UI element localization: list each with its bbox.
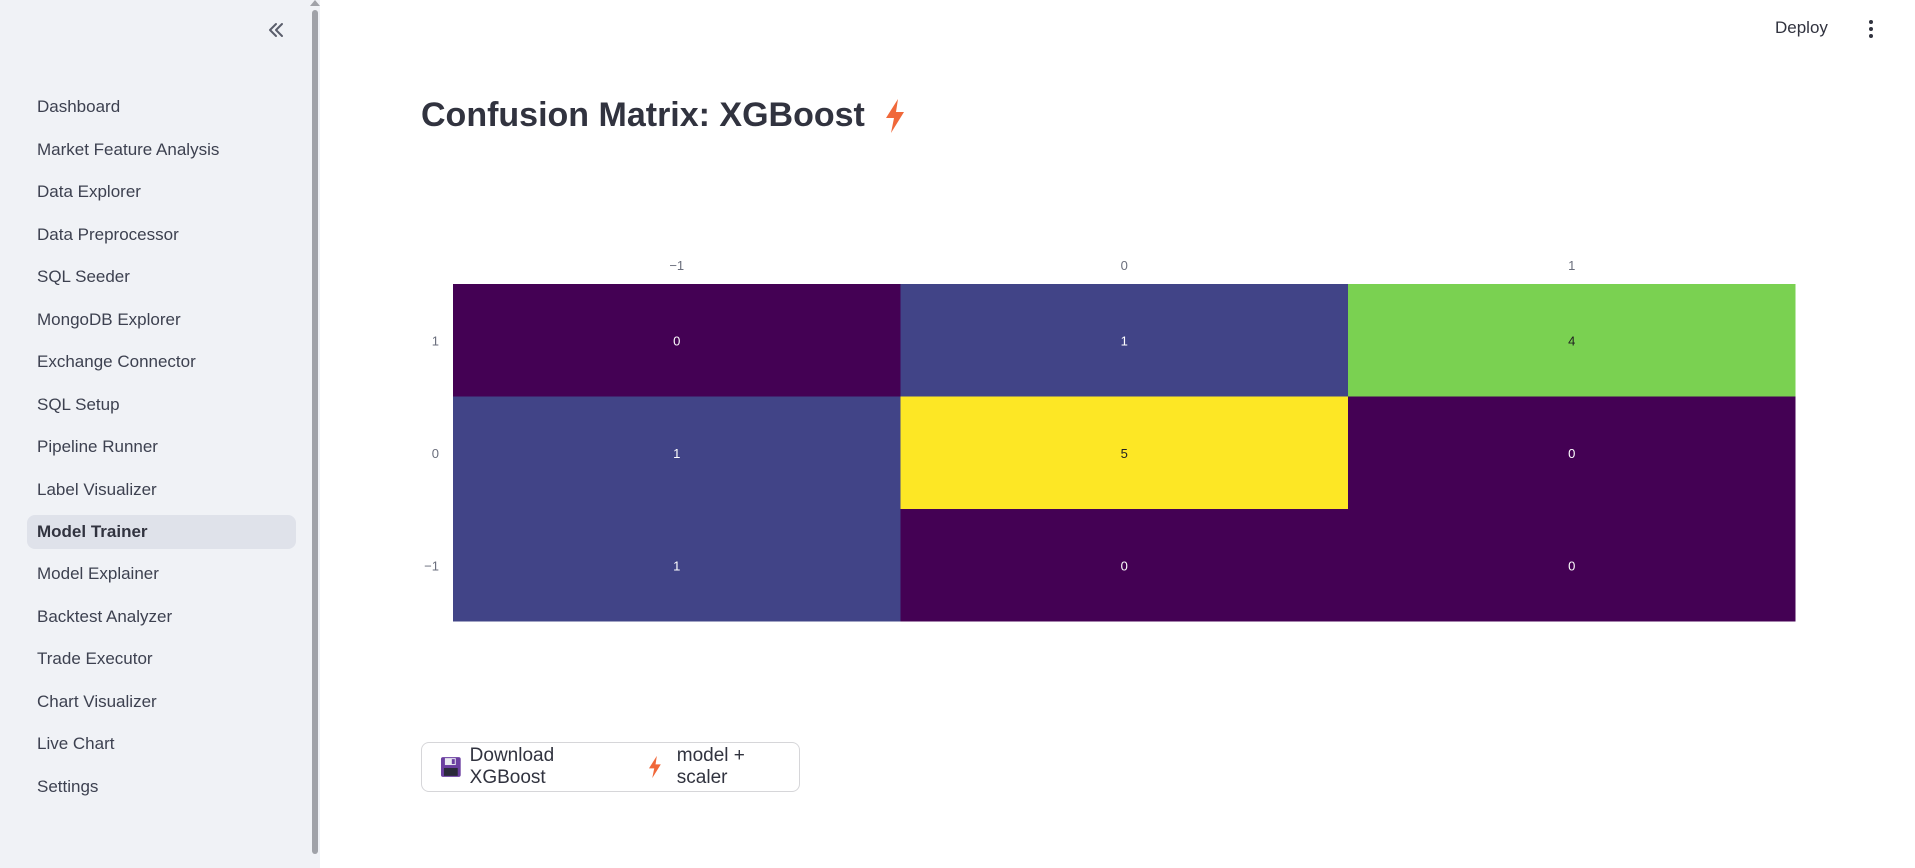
deploy-button[interactable]: Deploy (1775, 18, 1828, 37)
heatmap-cell-value: 1 (1121, 333, 1128, 348)
lightning-bolt-icon (885, 98, 904, 133)
heatmap-cell (1348, 284, 1796, 397)
sidebar-item-data-explorer[interactable]: Data Explorer (37, 182, 141, 202)
heatmap-cell-value: 0 (673, 333, 680, 348)
sidebar-item-exchange-connector[interactable]: Exchange Connector (37, 352, 196, 372)
sidebar-item-sql-setup[interactable]: SQL Setup (37, 394, 120, 414)
heatmap-cell-value: 4 (1568, 333, 1575, 348)
heatmap-cell-value: 1 (673, 446, 680, 461)
sidebar: Dashboard Market Feature Analysis Data Exp… (0, 0, 320, 868)
sidebar-nav: Dashboard Market Feature Analysis Data Exp… (27, 86, 296, 808)
kebab-dot-icon (1869, 34, 1873, 38)
heatmap-cell-value: 0 (1121, 558, 1128, 573)
heatmap-cell (900, 284, 1348, 397)
main-menu-button[interactable] (1862, 18, 1880, 40)
collapse-sidebar-button[interactable] (262, 16, 290, 44)
x-tick-label: −1 (669, 258, 684, 273)
sidebar-item-label-visualizer[interactable]: Label Visualizer (37, 479, 157, 499)
heatmap-cell (1348, 396, 1796, 509)
x-tick-label: 0 (1121, 258, 1128, 273)
heatmap-cell-value: 0 (1568, 446, 1575, 461)
kebab-dot-icon (1869, 20, 1873, 24)
y-tick-label: −1 (424, 558, 439, 573)
lightning-bolt-icon (648, 755, 661, 779)
y-tick-label: 1 (432, 333, 439, 348)
sidebar-item-data-preprocessor[interactable]: Data Preprocessor (37, 224, 179, 244)
sidebar-item-chart-visualizer[interactable]: Chart Visualizer (37, 691, 157, 711)
sidebar-item-trade-executor[interactable]: Trade Executor (37, 649, 153, 669)
heatmap-cell (1348, 509, 1796, 622)
x-tick-label: 1 (1568, 258, 1575, 273)
double-chevron-left-icon (269, 23, 283, 37)
page-title: Confusion Matrix: XGBoost (421, 96, 907, 135)
sidebar-item-settings[interactable]: Settings (37, 776, 99, 796)
sidebar-item-dashboard[interactable]: Dashboard (37, 97, 121, 117)
heatmap-cell-value: 5 (1121, 446, 1128, 461)
floppy-disk-icon (440, 757, 461, 777)
sidebar-item-live-chart[interactable]: Live Chart (37, 734, 115, 754)
heatmap-cell (453, 396, 901, 509)
download-model-button[interactable]: Download XGBoost model + scaler (421, 742, 800, 792)
confusion-matrix-heatmap: 0 1 4 1 5 0 1 0 0 −1 0 1 1 0 −1 (424, 258, 1796, 622)
heatmap-cell (453, 509, 901, 622)
heatmap-cell (453, 284, 901, 397)
scroll-up-arrow-icon[interactable] (310, 0, 320, 6)
heatmap-cell (900, 396, 1348, 509)
sidebar-item-market-feature-analysis[interactable]: Market Feature Analysis (37, 139, 220, 159)
heatmap-cell (900, 509, 1348, 622)
kebab-dot-icon (1869, 27, 1873, 31)
sidebar-item-sql-seeder[interactable]: SQL Seeder (37, 267, 130, 287)
page-title-text: Confusion Matrix: XGBoost (421, 96, 865, 134)
heatmap-cell-value: 1 (673, 558, 680, 573)
download-label-prefix: Download XGBoost (469, 745, 555, 788)
download-label-suffix: model + scaler (676, 745, 745, 788)
sidebar-item-model-trainer[interactable]: Model Trainer (27, 515, 296, 549)
sidebar-scrollbar-thumb[interactable] (312, 10, 318, 854)
sidebar-item-model-explainer[interactable]: Model Explainer (37, 564, 159, 584)
heatmap-cell-value: 0 (1568, 558, 1575, 573)
sidebar-item-backtest-analyzer[interactable]: Backtest Analyzer (37, 606, 173, 626)
sidebar-item-pipeline-runner[interactable]: Pipeline Runner (37, 437, 158, 457)
sidebar-item-mongodb-explorer[interactable]: MongoDB Explorer (37, 309, 181, 329)
y-tick-label: 0 (432, 446, 439, 461)
